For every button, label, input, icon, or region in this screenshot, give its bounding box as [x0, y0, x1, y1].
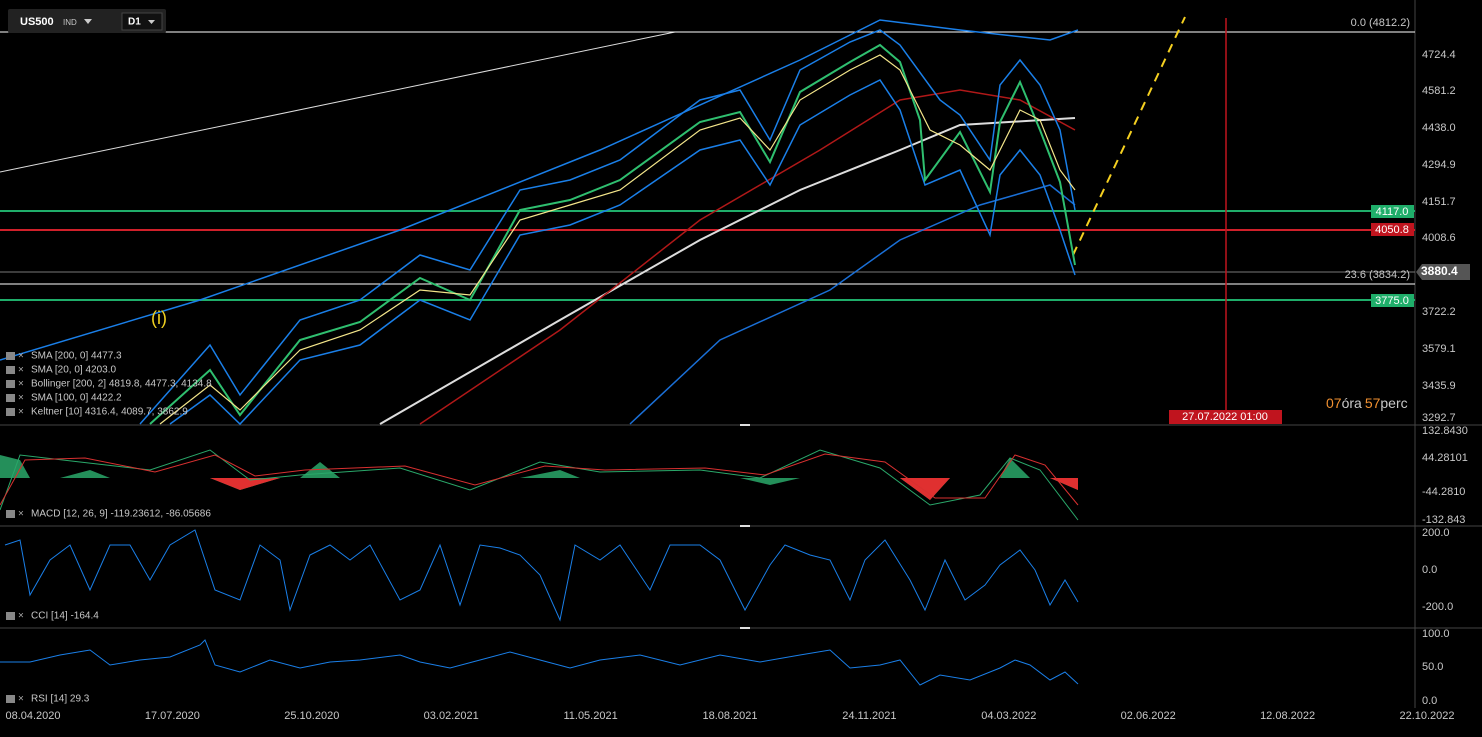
cci-axis-label: -200.0 — [1422, 601, 1453, 613]
legend-close: × — [18, 611, 24, 622]
legend-icon — [6, 612, 15, 620]
macd-drawing — [0, 449, 1079, 521]
rsi-axis-label: 100.0 — [1422, 628, 1450, 640]
legend-icon — [6, 352, 15, 360]
wave-label: (i) — [151, 308, 167, 328]
legend-close: × — [18, 379, 24, 390]
cci-legend: CCI [14] -164.4 — [31, 611, 99, 622]
date-label: 12.08.2022 — [1260, 710, 1315, 722]
legend-icon — [6, 510, 15, 518]
indicator-legend: Keltner [10] 4316.4, 4089.7, 3862.9 — [31, 407, 188, 418]
macd-axis-label: 132.8430 — [1422, 425, 1468, 437]
price-drawing — [0, 16, 1415, 426]
fib-236: 23.6 (3834.2) — [1345, 269, 1410, 281]
legend-close: × — [18, 694, 24, 705]
indicator-legend: SMA [20, 0] 4203.0 — [31, 365, 116, 376]
indicator-legend: SMA [200, 0] 4477.3 — [31, 351, 122, 362]
crosshair-time: 27.07.2022 01:00 — [1182, 411, 1268, 423]
axes: 4724.4 4581.2 4438.0 4294.9 4151.7 4008.6 3722… — [5, 49, 1467, 722]
indicator-legend: SMA [100, 0] 4422.2 — [31, 393, 122, 404]
price-label: 3579.1 — [1422, 343, 1456, 355]
rsi-legend: RSI [14] 29.3 — [31, 694, 90, 705]
legend-close: × — [18, 393, 24, 404]
price-label: 4294.9 — [1422, 159, 1456, 171]
symbol[interactable]: US500 — [20, 16, 54, 28]
level-tag: 3775.0 — [1375, 295, 1409, 307]
current-price: 3880.4 — [1421, 264, 1458, 278]
date-label: 25.10.2020 — [284, 710, 339, 722]
date-label: 11.05.2021 — [563, 710, 617, 722]
indicator-legend: Bollinger [200, 2] 4819.8, 4477.3, 4134.… — [31, 379, 212, 390]
date-label: 03.02.2021 — [424, 710, 479, 722]
indicator-legends: × SMA [200, 0] 4477.3 × SMA [20, 0] 4203.0 ×… — [6, 351, 212, 705]
macd-axis-label: 44.28101 — [1422, 452, 1468, 464]
price-label: 3435.9 — [1422, 380, 1456, 392]
legend-icon — [6, 695, 15, 703]
date-label: 22.10.2022 — [1399, 710, 1454, 722]
legend-icon — [6, 408, 15, 416]
fib-top: 0.0 (4812.2) — [1351, 17, 1410, 29]
rsi-axis-label: 50.0 — [1422, 661, 1443, 673]
price-label: 4724.4 — [1422, 49, 1456, 61]
timeframe[interactable]: D1 — [128, 17, 141, 28]
legend-close: × — [18, 509, 24, 520]
macd-axis-label: -132.843 — [1422, 514, 1465, 526]
macd-legend: MACD [12, 26, 9] -119.23612, -86.05686 — [31, 509, 211, 520]
price-label: 3292.7 — [1422, 412, 1456, 424]
level-tag: 4050.8 — [1375, 224, 1409, 236]
countdown: 07óra 57perc — [1326, 395, 1408, 411]
price-label: 4438.0 — [1422, 122, 1456, 134]
rsi-axis-label: 0.0 — [1422, 695, 1437, 707]
legend-icon — [6, 394, 15, 402]
macd-axis-label: -44.2810 — [1422, 486, 1465, 498]
price-label: 3722.2 — [1422, 306, 1456, 318]
market: IND — [63, 18, 77, 27]
header: US500 IND D1 — [8, 9, 166, 33]
legend-close: × — [18, 365, 24, 376]
cci-axis-label: 200.0 — [1422, 527, 1450, 539]
rsi-line — [0, 639, 1079, 686]
cci-line — [4, 529, 1079, 622]
date-label: 17.07.2020 — [145, 710, 200, 722]
date-label: 24.11.2021 — [842, 710, 896, 722]
legend-icon — [6, 380, 15, 388]
date-label: 04.03.2022 — [981, 710, 1036, 722]
legend-close: × — [18, 351, 24, 362]
legend-close: × — [18, 407, 24, 418]
cci-axis-label: 0.0 — [1422, 564, 1437, 576]
price-label: 4581.2 — [1422, 85, 1456, 97]
date-label: 08.04.2020 — [5, 710, 60, 722]
date-label: 02.06.2022 — [1121, 710, 1176, 722]
price-label: 4008.6 — [1422, 232, 1456, 244]
date-label: 18.08.2021 — [702, 710, 757, 722]
level-tag: 4117.0 — [1376, 206, 1409, 218]
legend-icon — [6, 366, 15, 374]
price-label: 4151.7 — [1422, 196, 1456, 208]
